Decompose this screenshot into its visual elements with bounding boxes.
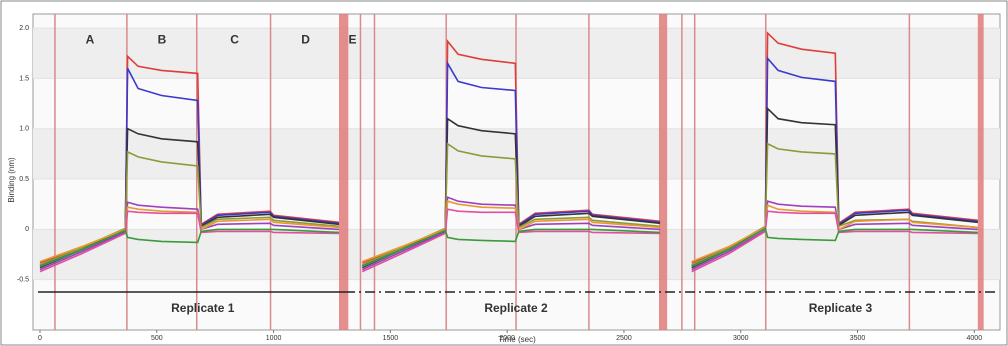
y-tick-label: -0.5 [17, 277, 29, 284]
x-axis-label: Time (sec) [498, 335, 536, 344]
annotation: Replicate 1 [171, 301, 235, 315]
series-line [39, 208, 978, 273]
x-tick-label: 3000 [733, 335, 749, 342]
x-tick-label: 4000 [967, 335, 983, 342]
y-tick-label: 0 [25, 226, 29, 233]
x-tick-label: 1000 [266, 335, 282, 342]
x-tick-label: 3500 [850, 335, 866, 342]
regeneration-band [658, 14, 668, 330]
annotation: E [349, 32, 357, 46]
regeneration-band [977, 14, 984, 330]
y-tick-label: 1.0 [19, 126, 29, 133]
annotation: Replicate 2 [484, 301, 548, 315]
annotation: C [230, 32, 239, 46]
x-tick-label: 2000 [499, 335, 515, 342]
annotation: B [158, 32, 167, 46]
series-line [39, 196, 978, 271]
y-tick-label: 2.0 [19, 25, 29, 32]
x-tick-label: 1500 [383, 335, 399, 342]
y-tick-label: 0.5 [19, 176, 29, 183]
annotation: A [86, 32, 95, 46]
y-tick-label: 1.5 [19, 75, 29, 82]
x-tick-label: 0 [38, 335, 42, 342]
annotation: D [301, 32, 310, 46]
regeneration-band [338, 14, 349, 330]
y-axis-label: Binding (nm) [7, 157, 16, 203]
x-tick-label: 500 [151, 335, 163, 342]
x-tick-label: 2500 [616, 335, 632, 342]
series-line [39, 200, 978, 263]
annotation: Replicate 3 [809, 301, 873, 315]
series-line [39, 227, 978, 268]
